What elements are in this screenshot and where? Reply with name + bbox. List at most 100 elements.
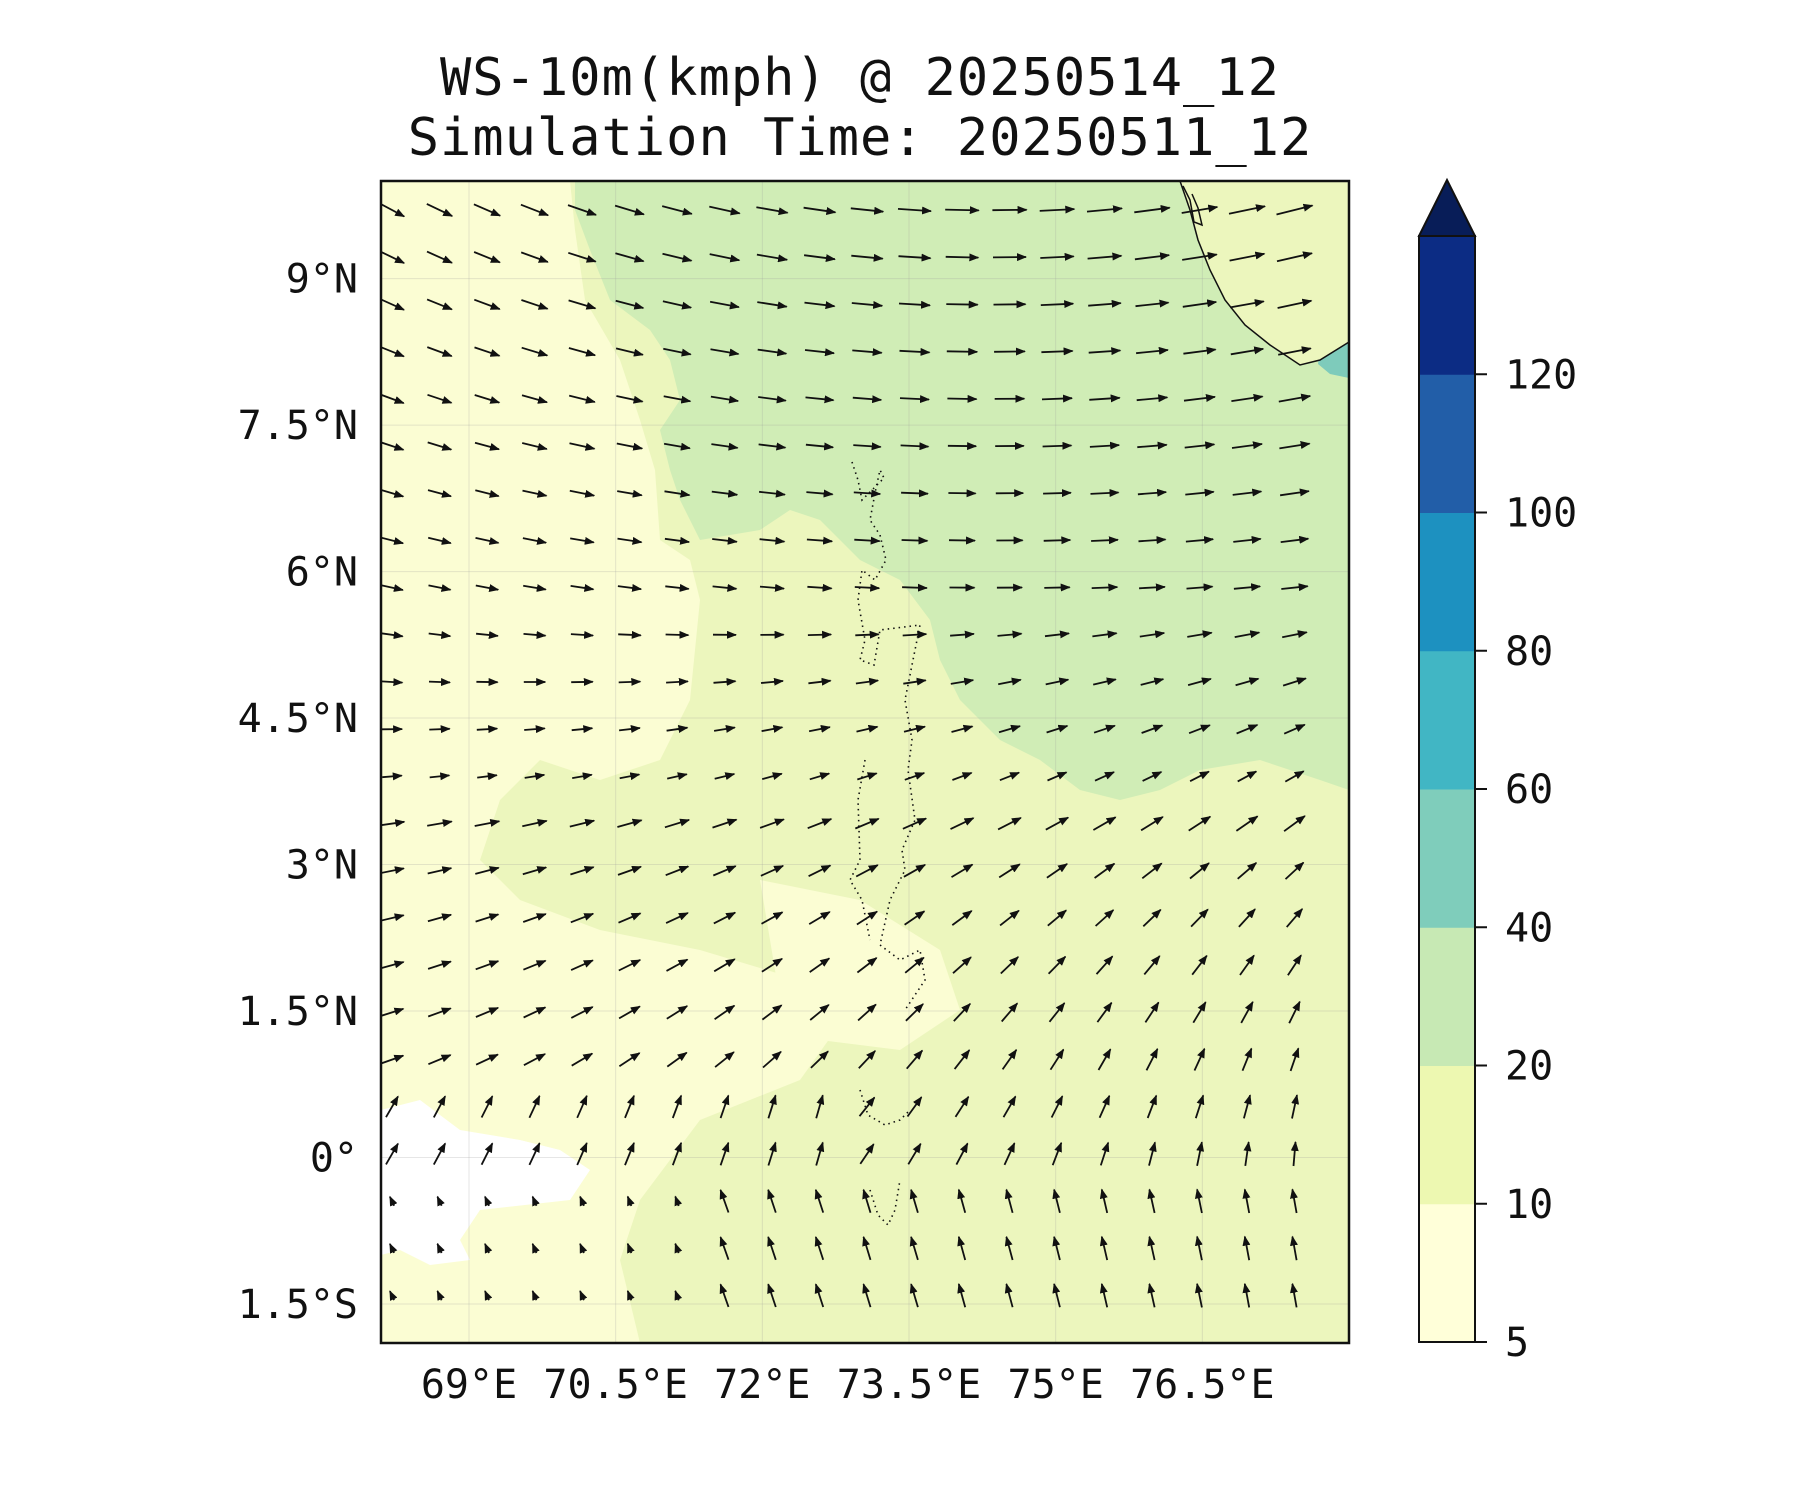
- wind-arrow: [427, 536, 452, 545]
- wind-arrow: [1049, 1048, 1065, 1071]
- wind-arrow: [856, 724, 879, 733]
- wind-arrow: [1192, 1001, 1207, 1024]
- wind-arrow: [664, 818, 691, 829]
- wind-arrow: [1052, 1283, 1061, 1308]
- wind-arrow: [567, 204, 597, 216]
- wind-arrow: [1243, 1141, 1252, 1167]
- colorbar: [1417, 177, 1477, 1343]
- wind-arrow: [957, 1188, 967, 1214]
- wind-arrow: [381, 1007, 405, 1017]
- wind-arrow: [1045, 816, 1070, 831]
- wind-arrow: [617, 489, 643, 498]
- wind-arrow: [1052, 1235, 1061, 1261]
- wind-arrow: [662, 300, 693, 310]
- wind-arrow: [957, 1235, 967, 1261]
- wind-arrow: [626, 1195, 635, 1207]
- wind-arrow: [381, 393, 405, 404]
- map-title-line2: Simulation Time: 20250511_12: [407, 108, 1313, 168]
- wind-arrow: [1088, 299, 1122, 308]
- wind-arrow: [428, 678, 451, 687]
- wind-arrow: [570, 959, 594, 971]
- wind-arrow: [858, 1096, 876, 1117]
- wind-arrow: [1184, 441, 1216, 450]
- colorbar-tick-labels: 5 10 20 40 60 80 100 120: [1475, 352, 1577, 1366]
- wind-arrow: [761, 1004, 783, 1021]
- wind-arrow: [1040, 252, 1075, 261]
- wind-arrow: [1188, 724, 1211, 735]
- wind-arrow: [762, 1051, 782, 1069]
- wind-arrow: [427, 819, 453, 827]
- colorbar-segment: [1419, 512, 1475, 652]
- wind-arrow: [953, 1002, 971, 1022]
- wind-arrow: [433, 1095, 446, 1118]
- wind-arrow: [1001, 1048, 1018, 1070]
- wind-arrow: [671, 1141, 683, 1166]
- wind-arrow: [814, 1188, 825, 1213]
- wind-arrow: [854, 583, 881, 592]
- wind-arrow: [758, 395, 787, 404]
- wind-arrow: [719, 1141, 730, 1166]
- wind-arrow: [480, 1095, 494, 1118]
- wind-arrow: [909, 1283, 919, 1308]
- wind-arrow: [950, 677, 975, 686]
- wind-arrow: [1137, 488, 1168, 497]
- wind-arrow: [1276, 251, 1313, 263]
- wind-arrow: [945, 253, 980, 262]
- wind-arrow: [808, 724, 831, 733]
- wind-arrow: [381, 584, 404, 592]
- wind-arrow: [663, 347, 692, 357]
- wind-arrow: [568, 394, 596, 404]
- wind-arrow: [1242, 1188, 1251, 1214]
- wind-arrow: [522, 913, 547, 923]
- wind-arrow: [624, 1141, 635, 1166]
- wind-arrow: [856, 957, 878, 974]
- wind-arrow: [1279, 441, 1311, 450]
- wind-arrow: [1188, 815, 1212, 832]
- wind-arrow: [808, 677, 832, 686]
- wind-arrow: [709, 253, 741, 263]
- wind-arrow: [1099, 1141, 1110, 1166]
- wind-arrow: [1094, 862, 1116, 879]
- wind-arrow: [429, 725, 451, 734]
- wind-arrow: [999, 909, 1020, 927]
- wind-arrow: [997, 630, 1023, 639]
- wind-arrow: [617, 536, 643, 545]
- wind-arrow: [1288, 1000, 1301, 1024]
- wind-arrow: [1043, 489, 1072, 498]
- wind-arrow: [1234, 630, 1261, 639]
- wind-arrow: [1145, 1048, 1159, 1071]
- wind-arrow: [1289, 1047, 1300, 1072]
- speed-band-below-5: [381, 1100, 590, 1265]
- wind-arrow: [759, 489, 786, 498]
- colorbar-segment: [1419, 650, 1475, 790]
- wind-arrow: [1190, 908, 1209, 928]
- wind-arrow: [903, 677, 927, 686]
- speed-band-5-10: [760, 880, 960, 1050]
- wind-arrow: [521, 394, 548, 404]
- wind-arrow: [758, 442, 787, 451]
- wind-arrow: [1182, 299, 1218, 308]
- wind-arrow: [619, 772, 641, 781]
- wind-arrow: [903, 864, 926, 878]
- wind-arrow: [897, 206, 932, 215]
- wind-arrow: [909, 1188, 919, 1213]
- wind-arrow: [1183, 346, 1217, 355]
- wind-arrow: [579, 1290, 588, 1301]
- wind-arrow: [427, 393, 453, 404]
- wind-arrow: [759, 583, 785, 592]
- wind-arrow: [851, 300, 884, 309]
- wind-arrow: [904, 910, 926, 926]
- wind-arrow: [1142, 909, 1162, 927]
- wind-arrow: [389, 1242, 398, 1254]
- wind-arrow: [616, 442, 644, 451]
- wind-arrow: [1140, 816, 1164, 832]
- colorbar-tick-label: 80: [1505, 629, 1553, 675]
- wind-arrow: [1051, 1141, 1063, 1166]
- wind-arrow: [902, 817, 928, 830]
- wind-arrow: [1290, 1235, 1298, 1261]
- wind-arrow: [1096, 1001, 1113, 1023]
- wind-arrow: [614, 204, 645, 216]
- wind-arrow: [853, 442, 882, 451]
- wind-arrow: [1092, 816, 1117, 831]
- wind-arrow: [1181, 204, 1219, 214]
